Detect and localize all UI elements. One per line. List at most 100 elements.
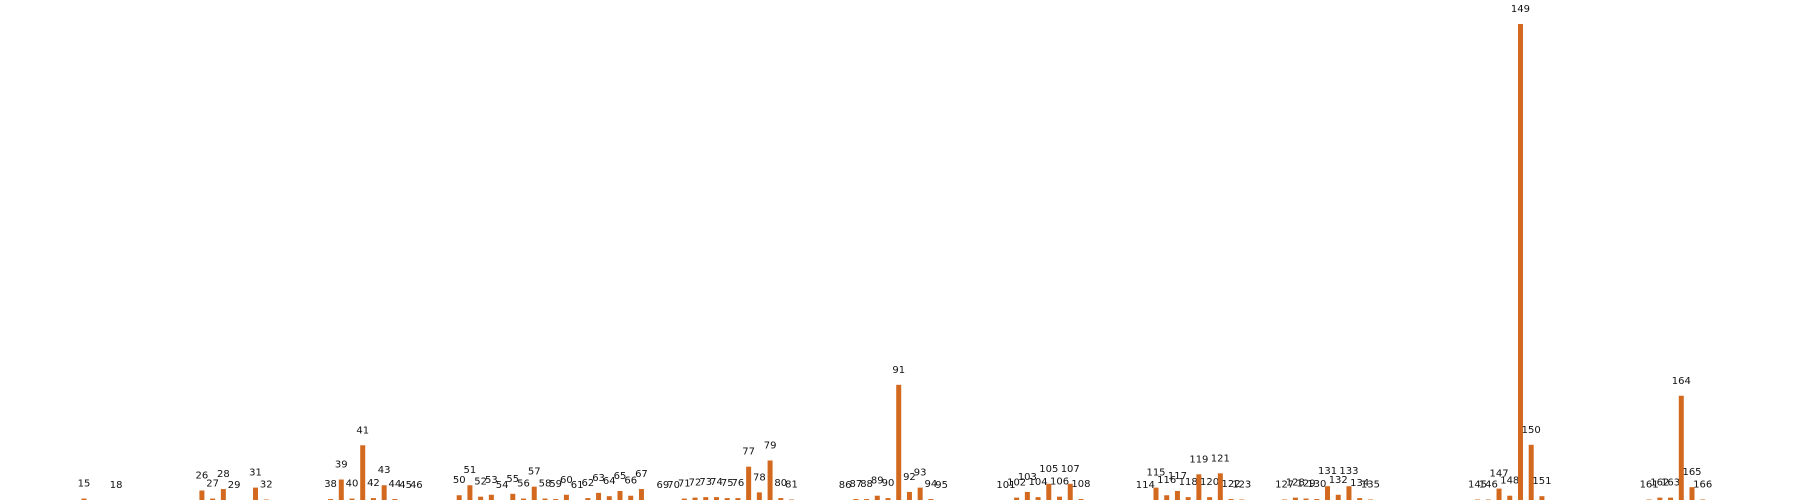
bar [1346, 486, 1352, 500]
bar [1035, 497, 1041, 500]
bar-label: 88 [860, 479, 873, 490]
bar-label: 56 [517, 479, 530, 490]
bar-label: 40 [346, 479, 359, 490]
bar-label: 95 [935, 480, 948, 491]
bar [1325, 486, 1331, 500]
bar-label: 164 [1672, 376, 1691, 387]
bar-label: 108 [1071, 479, 1090, 490]
bar-label: 41 [356, 425, 369, 436]
bar [767, 460, 773, 500]
bar [338, 479, 344, 500]
bar [349, 498, 355, 500]
bar-label: 103 [1018, 472, 1037, 483]
bar-label: 69 [657, 480, 670, 491]
bar [756, 492, 762, 500]
bar [1217, 473, 1223, 500]
bar-label: 114 [1136, 480, 1155, 491]
bar-label: 117 [1168, 471, 1187, 482]
bar-label: 128 [1286, 478, 1305, 489]
bar [638, 489, 644, 500]
bar-label: 66 [624, 476, 637, 487]
bar-label: 105 [1039, 464, 1058, 475]
bar-label: 60 [560, 475, 573, 486]
bar [1292, 497, 1298, 500]
bar-label: 121 [1211, 453, 1230, 464]
bar-label: 133 [1339, 466, 1358, 477]
bar [906, 491, 912, 500]
bar [1678, 395, 1684, 500]
bar-label: 162 [1650, 478, 1669, 489]
bar [1024, 491, 1030, 500]
bar [1153, 487, 1159, 500]
bar [735, 498, 741, 500]
bar-label: 119 [1189, 454, 1208, 465]
bar-label: 148 [1500, 476, 1519, 487]
bar [606, 496, 612, 500]
bar [253, 487, 259, 500]
bar [746, 466, 752, 500]
bar-label: 78 [753, 472, 766, 483]
bar [521, 498, 527, 500]
bar [478, 496, 484, 500]
bar [628, 495, 634, 500]
bar [1174, 490, 1180, 500]
bar-label: 116 [1157, 475, 1176, 486]
bar-label: 15 [78, 479, 91, 490]
bar-label: 70 [667, 480, 680, 491]
bar-label: 53 [485, 475, 498, 486]
bar-label: 145 [1468, 480, 1487, 491]
bar-label: 135 [1361, 480, 1380, 491]
bar [81, 498, 87, 500]
bar-label: 93 [914, 468, 927, 479]
bar [220, 489, 226, 500]
bar-label: 43 [378, 465, 391, 476]
bar-label: 107 [1061, 464, 1080, 475]
bar-label: 122 [1221, 479, 1240, 490]
bar-label: 72 [689, 478, 702, 489]
bar-label: 62 [581, 478, 594, 489]
bar-label: 64 [603, 476, 616, 487]
bar-label: 73 [699, 477, 712, 488]
bar [778, 498, 784, 500]
bar-label: 59 [549, 479, 562, 490]
bar [210, 498, 216, 500]
bar-label: 32 [260, 480, 273, 491]
bar-label: 28 [217, 469, 230, 480]
bar [896, 384, 902, 500]
bar [585, 498, 591, 500]
bar-label: 27 [206, 479, 219, 490]
bar-label: 127 [1275, 480, 1294, 491]
bar-label: 46 [410, 480, 423, 491]
bar-label: 91 [892, 365, 905, 376]
bar-label: 75 [721, 478, 734, 489]
bar-label: 90 [882, 478, 895, 489]
bar [1507, 495, 1513, 500]
bar-label: 52 [474, 477, 487, 488]
bar [1657, 497, 1663, 500]
bar [1335, 494, 1341, 500]
bar [467, 485, 473, 500]
bar-label: 79 [764, 440, 777, 451]
bar-label: 76 [732, 478, 745, 489]
bar [510, 493, 516, 500]
bar [917, 487, 923, 500]
bar-label: 50 [453, 475, 466, 486]
bar-label: 166 [1693, 480, 1712, 491]
bar [724, 498, 730, 500]
bar [1196, 474, 1202, 500]
bar [1185, 497, 1191, 500]
bar-label: 71 [678, 479, 691, 490]
bar-label: 57 [528, 467, 541, 478]
bar-label: 129 [1297, 479, 1316, 490]
bar [596, 492, 602, 500]
bar [1496, 488, 1502, 500]
bar-label: 63 [592, 473, 605, 484]
bar-label: 55 [506, 474, 519, 485]
bar [617, 490, 623, 500]
bar-label: 165 [1682, 467, 1701, 478]
bar [542, 498, 548, 500]
bar [874, 495, 880, 500]
bar-label: 86 [839, 480, 852, 491]
bar-label: 147 [1489, 469, 1508, 480]
